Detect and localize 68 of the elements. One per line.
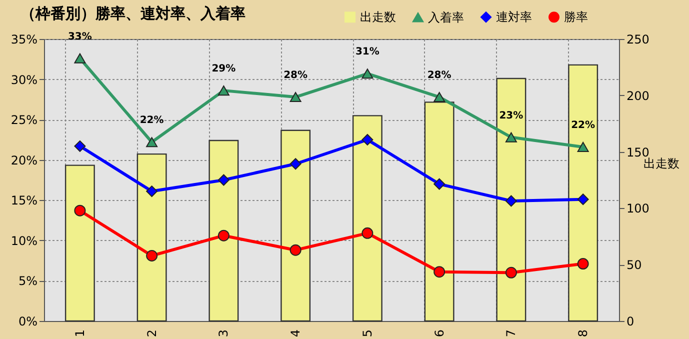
- y2-tick-label: 100: [626, 202, 650, 216]
- point: [218, 230, 230, 242]
- point: [146, 137, 158, 148]
- y2-axis-title: 出走数: [644, 156, 680, 170]
- y-tick-label: 10%: [10, 234, 38, 248]
- data-label: 29%: [212, 64, 236, 75]
- point: [290, 244, 302, 256]
- bar: [64, 164, 95, 322]
- point: [577, 142, 589, 152]
- x-tick-label: 3: [216, 330, 231, 338]
- data-label: 22%: [571, 120, 596, 131]
- point: [362, 134, 374, 146]
- point: [218, 86, 230, 96]
- legend-label: 入着率: [428, 10, 464, 24]
- y-tick-label: 0%: [18, 314, 38, 328]
- data-label: 28%: [427, 70, 452, 82]
- x-tick-label: 7: [504, 330, 518, 338]
- data-label: 28%: [284, 70, 308, 82]
- point: [505, 132, 517, 142]
- point: [434, 266, 446, 278]
- y-tick-label: 35%: [10, 32, 38, 46]
- point: [146, 250, 158, 262]
- bar: [352, 115, 382, 322]
- bar: [208, 140, 239, 322]
- legend-label: 出走数: [360, 10, 396, 24]
- x-tick-label: 8: [576, 330, 590, 338]
- y-tick-label: 5%: [18, 274, 38, 288]
- point: [218, 174, 230, 186]
- legend-label: 勝率: [564, 10, 588, 24]
- point: [362, 227, 374, 239]
- data-label: 22%: [140, 115, 164, 126]
- point: [362, 68, 374, 79]
- x-tick-label: 5: [360, 330, 374, 338]
- y2-tick-label: 0: [626, 314, 634, 328]
- y-tick-label: 30%: [10, 72, 38, 87]
- y2-tick-label: 150: [626, 145, 650, 160]
- point: [505, 266, 517, 278]
- data-label: 33%: [68, 31, 92, 42]
- bar: [280, 130, 311, 322]
- data-label: 31%: [355, 46, 380, 58]
- x-tick-label: 2: [144, 330, 159, 338]
- y2-tick-label: 50: [626, 258, 642, 272]
- legend-label: 連対率: [496, 10, 532, 24]
- y-tick-label: 25%: [10, 113, 38, 128]
- chart-title: （枠番別）勝率、連対率、入着率: [20, 4, 246, 22]
- point: [146, 186, 158, 198]
- x-tick-label: 6: [432, 330, 446, 338]
- point: [290, 158, 302, 170]
- x-tick-label: 4: [288, 330, 303, 338]
- point: [434, 178, 446, 190]
- y-tick-label: 15%: [10, 194, 38, 208]
- point: [577, 258, 589, 270]
- point: [74, 204, 86, 216]
- point: [434, 92, 446, 102]
- y-tick-label: 20%: [10, 153, 38, 168]
- point: [74, 140, 86, 152]
- x-tick-label: 1: [72, 330, 87, 338]
- point: [577, 194, 589, 206]
- y2-tick-label: 200: [626, 88, 650, 103]
- y2-tick-label: 250: [626, 32, 650, 46]
- point: [74, 53, 86, 64]
- point: [290, 92, 302, 102]
- point: [505, 195, 517, 207]
- bar: [568, 64, 598, 322]
- bar: [424, 102, 454, 322]
- bar: [136, 153, 167, 322]
- bar: [496, 78, 526, 322]
- data-label: 23%: [499, 110, 524, 122]
